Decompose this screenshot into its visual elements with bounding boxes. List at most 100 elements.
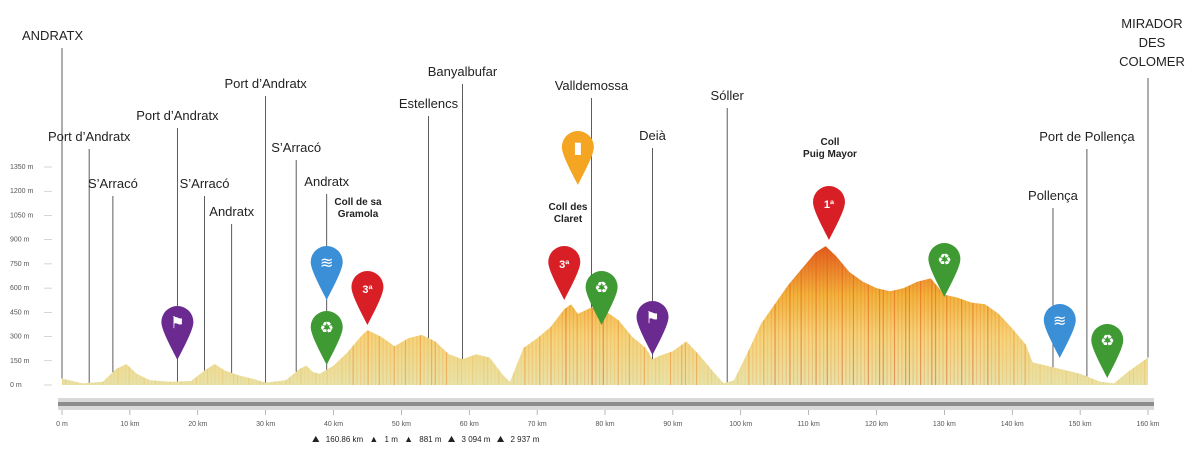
y-tick-label: 300 m — [10, 334, 30, 341]
climb-label: Coll des — [549, 202, 588, 213]
feed-zone-marker-body — [561, 131, 594, 185]
place-label: COLOMER — [1119, 54, 1185, 69]
place-label: Port de Pollença — [1039, 129, 1135, 144]
recycling-zone-icon: ♻ — [1100, 331, 1114, 350]
start-flag-icon: ⚑ — [170, 313, 184, 332]
elevation-stripes — [62, 247, 1146, 385]
climb-label: Puig Mayor — [803, 149, 857, 160]
x-tick-label: 120 km — [865, 421, 888, 428]
x-tick-label: 110 km — [797, 421, 820, 428]
x-tick-label: 50 km — [392, 421, 411, 428]
climb-category: 3ª — [362, 284, 373, 296]
sprint-marker-body — [1043, 304, 1076, 358]
recycling-zone-icon: ♻ — [594, 278, 608, 297]
x-axis-line — [58, 402, 1154, 406]
x-tick-label: 10 km — [120, 421, 139, 428]
recycling-zone-icon: ♻ — [320, 318, 334, 337]
climb-marker: 3ª — [351, 271, 384, 325]
recycling-zone-marker-body — [1091, 324, 1124, 378]
start-flag-marker-body — [161, 306, 194, 360]
stat-distance: 160.86 km — [325, 435, 364, 444]
x-tick-label: 90 km — [663, 421, 682, 428]
recycling-zone-marker: ♻ — [928, 243, 961, 297]
x-tick-label: 160 km — [1137, 421, 1160, 428]
feed-zone-icon: ▮ — [573, 138, 582, 157]
distance-icon: ⛰ — [312, 434, 320, 444]
y-tick-label: 1350 m — [10, 164, 34, 171]
stat-climb1: 1 m — [384, 435, 398, 444]
place-label: Andratx — [209, 204, 254, 219]
climb-marker-body — [351, 271, 384, 325]
x-tick-label: 0 m — [56, 421, 68, 428]
place-label: ANDRATX — [22, 28, 83, 43]
start-flag-marker-body — [636, 301, 669, 355]
climb-category: 3ª — [559, 259, 570, 271]
climb-category: 1ª — [824, 199, 835, 211]
place-label: Deià — [639, 128, 667, 143]
x-tick-label: 60 km — [460, 421, 479, 428]
climb-label: Coll — [821, 137, 840, 148]
recycling-zone-marker-body — [310, 311, 343, 365]
place-label: Port d’Andratx — [136, 108, 219, 123]
place-label: Port d’Andratx — [224, 76, 307, 91]
x-tick-label: 40 km — [324, 421, 343, 428]
place-label: Sóller — [711, 88, 745, 103]
x-tick-label: 150 km — [1069, 421, 1092, 428]
climb-marker: 1ª — [812, 186, 845, 240]
x-tick-label: 80 km — [595, 421, 614, 428]
climb-icon: ▲ — [404, 434, 414, 444]
y-tick-label: 900 m — [10, 237, 30, 244]
climb-label: Claret — [554, 214, 583, 225]
sprint-icon: ≋ — [1053, 311, 1066, 330]
y-tick-label: 150 m — [10, 358, 30, 365]
sprint-marker: ≋ — [1043, 304, 1076, 358]
stat-elevation-loss: 2 937 m — [510, 435, 540, 444]
start-flag-marker: ⚑ — [161, 306, 194, 360]
x-tick-label: 140 km — [1001, 421, 1024, 428]
place-label: S’Arracó — [180, 176, 230, 191]
recycling-zone-icon: ♻ — [937, 250, 951, 269]
start-flag-icon: ⚑ — [645, 308, 659, 327]
y-tick-label: 0 m — [10, 382, 22, 389]
climb-icon: ▲ — [369, 434, 379, 444]
place-label: Valldemossa — [555, 78, 629, 93]
y-tick-label: 1050 m — [10, 212, 34, 219]
place-label: Pollença — [1028, 188, 1079, 203]
place-label: S’Arracó — [271, 140, 321, 155]
sprint-icon: ≋ — [320, 253, 333, 272]
place-label: Estellencs — [399, 96, 459, 111]
recycling-zone-marker: ♻ — [310, 311, 343, 365]
recycling-zone-marker-body — [585, 271, 618, 325]
sprint-marker-body — [310, 246, 343, 300]
elevation-gain-icon: ⛰ — [447, 434, 456, 444]
climb-marker-body — [812, 186, 845, 240]
y-tick-label: 450 m — [10, 309, 30, 316]
x-tick-label: 70 km — [528, 421, 547, 428]
climb-marker-body — [548, 246, 581, 300]
y-tick-label: 600 m — [10, 285, 30, 292]
start-flag-marker: ⚑ — [636, 301, 669, 355]
recycling-zone-marker: ♻ — [585, 271, 618, 325]
feed-zone-marker: ▮ — [561, 131, 594, 185]
stat-climb2: 881 m — [419, 435, 442, 444]
place-label: S’Arracó — [88, 176, 138, 191]
sprint-marker: ≋ — [310, 246, 343, 300]
x-tick-label: 100 km — [729, 421, 752, 428]
stage-stats: ⛰ 160.86 km ▲ 1 m ▲ 881 m ⛰ 3 094 m ⛰ 2 … — [312, 434, 543, 445]
y-tick-label: 1200 m — [10, 188, 34, 195]
recycling-zone-marker-body — [928, 243, 961, 297]
x-tick-label: 20 km — [188, 421, 207, 428]
recycling-zone-marker: ♻ — [1091, 324, 1124, 378]
climb-label: Coll de sa — [334, 197, 382, 208]
climb-label: Gramola — [338, 209, 379, 220]
stat-elevation-gain: 3 094 m — [461, 435, 491, 444]
place-label: Andratx — [304, 174, 349, 189]
place-label: DES — [1139, 35, 1166, 50]
x-tick-label: 130 km — [933, 421, 956, 428]
y-tick-label: 750 m — [10, 261, 30, 268]
place-label: Port d’Andratx — [48, 129, 131, 144]
place-label: MIRADOR — [1121, 16, 1182, 31]
climb-marker: 3ª — [548, 246, 581, 300]
x-tick-label: 30 km — [256, 421, 275, 428]
